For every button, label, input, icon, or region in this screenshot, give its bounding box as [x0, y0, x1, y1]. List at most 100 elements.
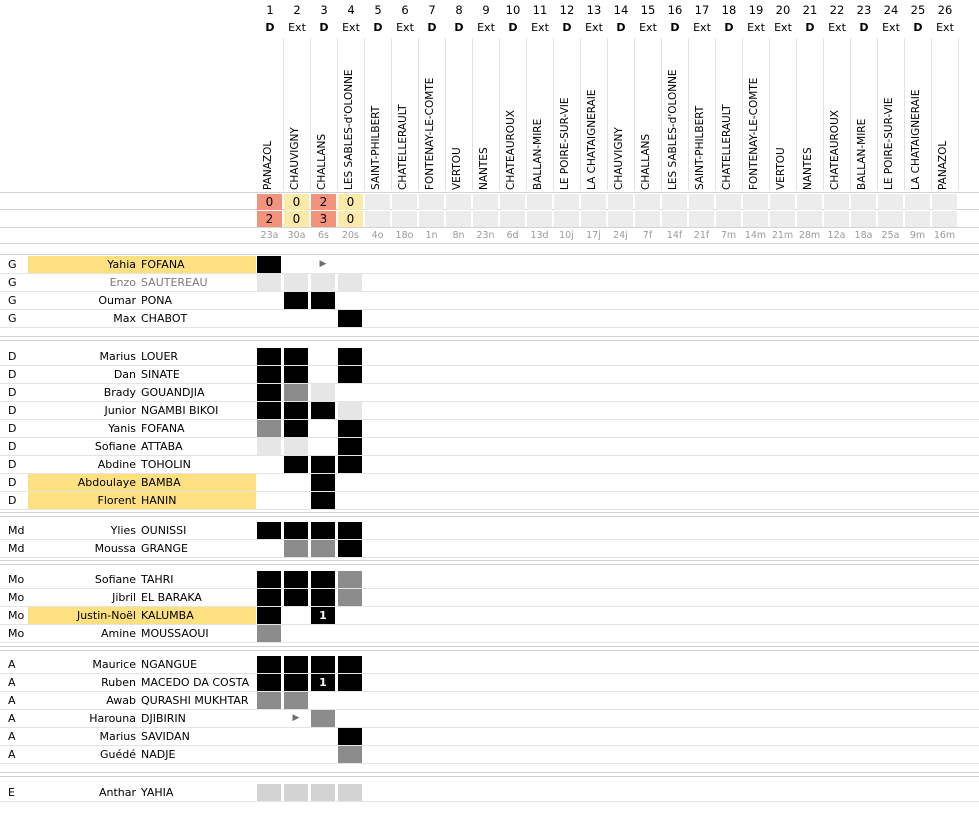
home-away-label: Ext — [396, 21, 414, 34]
player-name[interactable]: Max CHABOT — [28, 310, 256, 327]
appearance-cell — [311, 274, 335, 291]
opponent-name[interactable]: CHATELLERAULT — [721, 104, 733, 190]
player-row: A Maurice NGANGUE — [0, 656, 979, 674]
opponent-name[interactable]: CHALLANS — [316, 133, 328, 190]
appearance-cell — [338, 746, 362, 763]
opponent-name[interactable]: LES SABLES-d'OLONNE — [343, 69, 355, 190]
player-name[interactable]: Anthar YAHIA — [28, 784, 256, 801]
opponent-name[interactable]: VERTOU — [451, 147, 463, 190]
opponent-name[interactable]: VERTOU — [775, 147, 787, 190]
appearance-cell — [257, 589, 281, 606]
player-name[interactable]: Brady GOUANDJIA — [28, 384, 256, 401]
first-name: Anthar — [98, 786, 136, 799]
row-line — [0, 606, 979, 607]
score-goals-against — [878, 211, 903, 227]
player-name[interactable]: Marius LOUER — [28, 348, 256, 365]
first-name: Enzo — [109, 276, 136, 289]
round-number: 22 — [829, 3, 845, 17]
round-number: 13 — [586, 3, 602, 17]
appearance-cell — [311, 456, 335, 473]
row-line — [0, 588, 979, 589]
match-date: 21f — [693, 230, 710, 241]
player-name[interactable]: Abdoulaye BAMBA — [28, 474, 256, 491]
player-name[interactable]: Sofiane ATTABA — [28, 438, 256, 455]
opponent-name[interactable]: LA CHATAIGNERAIE — [910, 89, 922, 191]
opponent-name[interactable]: FONTENAY-LE-COMTE — [748, 77, 760, 190]
player-name[interactable]: Harouna DJIBIRIN — [28, 710, 256, 727]
home-away-label: Ext — [585, 21, 603, 34]
row-line — [0, 745, 979, 746]
appearance-cell — [257, 438, 281, 455]
home-away-label: Ext — [477, 21, 495, 34]
opponent-name[interactable]: CHAUVIGNY — [289, 127, 301, 190]
player-name[interactable]: Ruben MACEDO DA COSTA — [28, 674, 256, 691]
player-name[interactable]: Junior NGAMBI BIKOI — [28, 402, 256, 419]
score-goals-for: 0 — [257, 194, 282, 210]
player-name[interactable]: Maurice NGANGUE — [28, 656, 256, 673]
first-name: Maurice — [92, 658, 136, 671]
first-name: Sofiane — [94, 440, 136, 453]
player-name[interactable]: Awab QURASHI MUKHTAR — [28, 692, 256, 709]
opponent-name[interactable]: CHATELLERAULT — [397, 104, 409, 190]
last-name: FOFANA — [141, 422, 185, 435]
appearance-cell — [284, 274, 308, 291]
home-away-label: Ext — [936, 21, 954, 34]
score-goals-against — [365, 211, 390, 227]
goal-count-cell: 1 — [311, 607, 335, 624]
home-away-label: D — [562, 21, 572, 34]
player-name[interactable]: Oumar PONA — [28, 292, 256, 309]
opponent-name[interactable]: SAINT-PHILBERT — [694, 105, 706, 190]
opponent-name[interactable]: SAINT-PHILBERT — [370, 105, 382, 190]
first-name: Yanis — [108, 422, 136, 435]
player-name[interactable]: Yahia FOFANA — [28, 256, 256, 273]
player-name[interactable]: Enzo SAUTEREAU — [28, 274, 256, 291]
home-away-label: D — [616, 21, 626, 34]
player-row: D Abdine TOHOLIN — [0, 456, 979, 474]
first-name: Amine — [100, 627, 136, 640]
score-goals-against — [581, 211, 606, 227]
round-number: 15 — [640, 3, 656, 17]
opponent-name[interactable]: CHAUVIGNY — [613, 127, 625, 190]
score-goals-for: 0 — [284, 194, 309, 210]
player-name[interactable]: Dan SINATE — [28, 366, 256, 383]
home-away-label: Ext — [639, 21, 657, 34]
column-divider — [769, 38, 770, 190]
player-name[interactable]: Guédé NADJE — [28, 746, 256, 763]
opponent-name[interactable]: BALLAN-MIRE — [856, 118, 868, 190]
opponent-name[interactable]: CHALLANS — [640, 133, 652, 190]
player-name[interactable]: Abdine TOHOLIN — [28, 456, 256, 473]
player-name[interactable]: Sofiane TAHRI — [28, 571, 256, 588]
score-goals-for — [419, 194, 444, 210]
player-name[interactable]: Justin-Noël KALUMBA — [28, 607, 256, 624]
last-name: ATTABA — [141, 440, 183, 453]
opponent-name[interactable]: LE POIRE-SUR-VIE — [883, 97, 895, 190]
player-name[interactable]: Marius SAVIDAN — [28, 728, 256, 745]
column-divider — [472, 38, 473, 190]
opponent-name[interactable]: LES SABLES-d'OLONNE — [667, 69, 679, 190]
home-away-label: D — [859, 21, 869, 34]
home-away-label: D — [805, 21, 815, 34]
player-name[interactable]: Moussa GRANGE — [28, 540, 256, 557]
player-name[interactable]: Florent HANIN — [28, 492, 256, 509]
player-name[interactable]: Ylies OUNISSI — [28, 522, 256, 539]
opponent-name[interactable]: BALLAN-MIRE — [532, 118, 544, 190]
opponent-name[interactable]: NANTES — [478, 147, 490, 190]
opponent-name[interactable]: LE POIRE-SUR-VIE — [559, 97, 571, 190]
opponent-name[interactable]: CHATEAUROUX — [829, 110, 841, 190]
opponent-name[interactable]: PANAZOL — [262, 140, 274, 190]
round-number: 24 — [883, 3, 899, 17]
home-away-label: D — [427, 21, 437, 34]
opponent-name[interactable]: FONTENAY-LE-COMTE — [424, 77, 436, 190]
player-row: A Ruben MACEDO DA COSTA 1 — [0, 674, 979, 692]
position-label: A — [8, 730, 16, 743]
opponent-name[interactable]: NANTES — [802, 147, 814, 190]
player-name[interactable]: Jibril EL BARAKA — [28, 589, 256, 606]
player-row: G Oumar PONA — [0, 292, 979, 310]
player-name[interactable]: Amine MOUSSAOUI — [28, 625, 256, 642]
opponent-name[interactable]: PANAZOL — [937, 140, 949, 190]
opponent-name[interactable]: CHATEAUROUX — [505, 110, 517, 190]
position-label: D — [8, 476, 17, 489]
opponent-name[interactable]: LA CHATAIGNERAIE — [586, 89, 598, 191]
appearance-cell — [257, 571, 281, 588]
player-name[interactable]: Yanis FOFANA — [28, 420, 256, 437]
